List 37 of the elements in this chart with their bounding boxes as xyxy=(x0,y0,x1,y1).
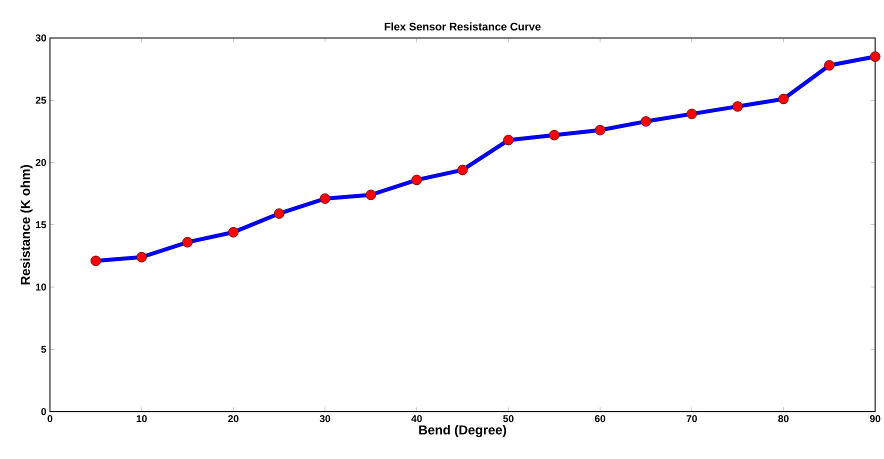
y-tick-label: 25 xyxy=(36,96,46,104)
y-tick-label: 0 xyxy=(41,408,46,416)
y-tick-label: 30 xyxy=(36,34,46,42)
x-tick-label: 80 xyxy=(778,415,789,422)
point xyxy=(90,256,101,266)
x-tick-label: 40 xyxy=(411,415,422,422)
y-tick-label: 5 xyxy=(41,346,46,354)
point xyxy=(412,174,422,186)
x-tick-label: 70 xyxy=(686,415,697,422)
y-tick-label: 20 xyxy=(36,159,46,166)
x-tick-label: 20 xyxy=(228,415,238,422)
point xyxy=(732,101,743,112)
point xyxy=(824,60,835,71)
point xyxy=(594,125,606,136)
point xyxy=(549,130,560,141)
point xyxy=(778,94,789,104)
point xyxy=(136,252,147,263)
y-tick-label: 10 xyxy=(36,284,46,291)
point xyxy=(457,165,468,176)
x-tick-label: 10 xyxy=(136,415,147,422)
point xyxy=(686,108,697,120)
point xyxy=(640,116,652,127)
x-tick-label: 60 xyxy=(594,415,606,422)
point xyxy=(366,190,376,200)
point xyxy=(320,194,330,204)
x-axis-title: Bend (Degree) xyxy=(419,425,506,438)
y-tick-label: 15 xyxy=(36,222,46,228)
y-axis-title: Resistance (K ohm) xyxy=(20,165,33,285)
point xyxy=(274,208,284,219)
point xyxy=(228,227,239,238)
point xyxy=(503,135,514,146)
x-tick-label: 0 xyxy=(48,415,52,422)
point xyxy=(182,237,193,248)
x-tick-label: 50 xyxy=(503,415,514,422)
x-tick-label: 90 xyxy=(870,415,880,422)
chart-title: Flex Sensor Resistance Curve xyxy=(384,22,541,31)
x-tick-label: 30 xyxy=(320,415,330,422)
